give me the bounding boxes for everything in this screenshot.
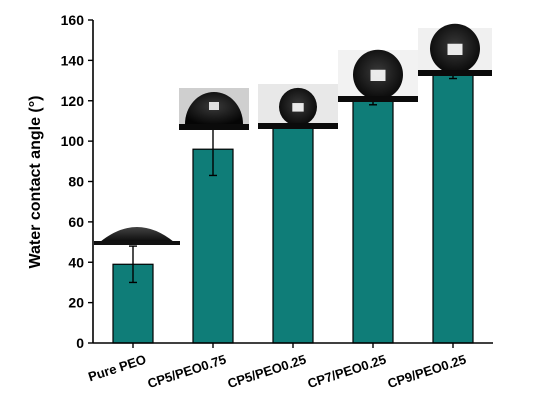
y-tick-label-20: 20 xyxy=(68,295,84,311)
x-tick-label-1: Pure PEO xyxy=(86,352,148,385)
y-tick-label-140: 140 xyxy=(61,52,85,68)
y-tick-label-0: 0 xyxy=(76,335,84,351)
x-tick-label-4: CP7/PEO0.25 xyxy=(306,352,388,391)
x-tick-label-2: CP5/PEO0.75 xyxy=(146,352,228,391)
droplet-image-3 xyxy=(258,84,338,129)
y-tick-label-160: 160 xyxy=(61,12,85,28)
bar-3 xyxy=(272,122,314,344)
bar-2 xyxy=(192,148,234,344)
droplet-image-2 xyxy=(179,88,249,130)
bars-layer xyxy=(112,69,474,344)
y-tick-label-60: 60 xyxy=(68,214,84,230)
bar-4 xyxy=(352,98,394,344)
y-tick-label-40: 40 xyxy=(68,254,84,270)
bar-5 xyxy=(432,73,474,344)
droplet-image-1 xyxy=(94,226,180,245)
y-tick-label-80: 80 xyxy=(68,174,84,190)
x-tick-label-5: CP9/PEO0.25 xyxy=(386,352,468,391)
y-tick-label-100: 100 xyxy=(61,133,85,149)
y-axis-title: Water contact angle (°) xyxy=(27,96,44,269)
error-bar-1 xyxy=(129,245,137,284)
y-tick-label-120: 120 xyxy=(61,93,85,109)
droplet-insets xyxy=(94,23,492,245)
x-tick-label-3: CP5/PEO0.25 xyxy=(226,352,308,391)
droplet-image-4 xyxy=(338,49,418,102)
droplet-image-5 xyxy=(418,23,492,76)
